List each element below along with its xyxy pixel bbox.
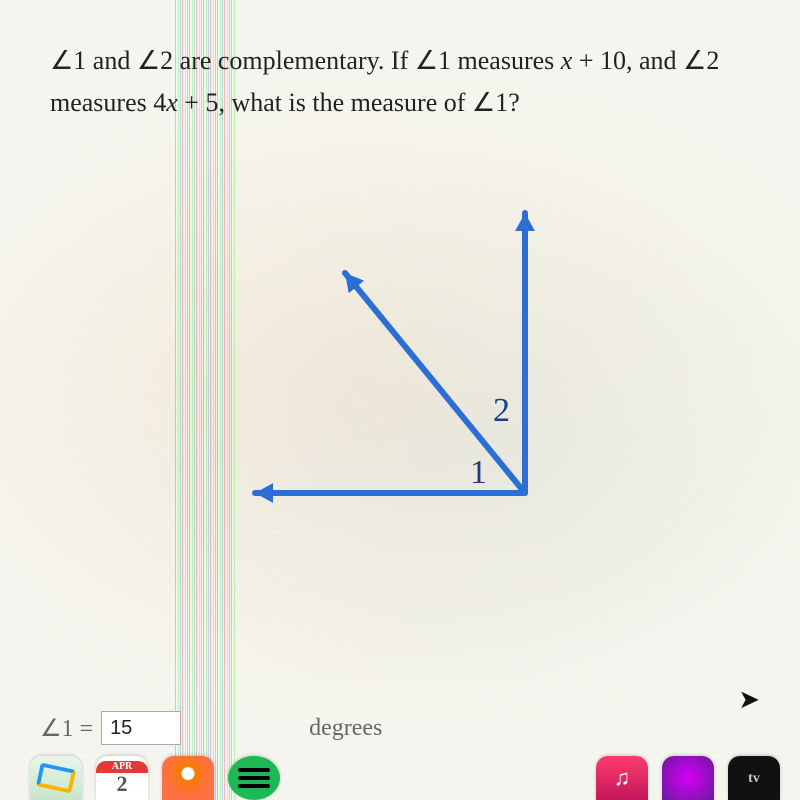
q-part: measures	[50, 88, 153, 117]
calendar-app-icon[interactable]: APR 2	[96, 756, 148, 800]
svg-text:2: 2	[493, 392, 510, 429]
answer-input[interactable]	[101, 711, 181, 745]
question-text: ∠1 and ∠2 are complementary. If ∠1 measu…	[50, 40, 760, 123]
coef: 4	[153, 88, 166, 117]
answer-unit: degrees	[309, 715, 382, 742]
var-x: x	[166, 88, 178, 117]
macos-dock: APR 2 ♫ tv	[0, 752, 800, 800]
q-part: , and ∠2	[626, 46, 719, 75]
svg-text:1: 1	[470, 454, 487, 491]
spotify-app-icon[interactable]	[228, 756, 280, 800]
maps-app-icon[interactable]	[30, 756, 82, 800]
angle-diagram: 12	[195, 153, 615, 553]
appletv-app-icon[interactable]: tv	[728, 756, 780, 800]
q-part: + 10	[572, 46, 626, 75]
calendar-day: 2	[117, 773, 128, 795]
tv-label: tv	[748, 769, 760, 787]
q-part: ∠1 and ∠2 are complementary. If ∠1 measu…	[50, 46, 561, 75]
reminders-app-icon[interactable]	[162, 756, 214, 800]
var-x: x	[561, 46, 573, 75]
answer-prefix: ∠1 =	[40, 714, 93, 743]
mouse-cursor-icon: ➤	[738, 685, 760, 715]
music-app-icon[interactable]: ♫	[596, 756, 648, 800]
q-part: , what is the measure of ∠1?	[218, 88, 519, 117]
q-part: + 5	[178, 88, 219, 117]
podcasts-app-icon[interactable]	[662, 756, 714, 800]
answer-row: ∠1 = degrees	[40, 711, 382, 745]
question-content: ∠1 and ∠2 are complementary. If ∠1 measu…	[0, 0, 800, 553]
